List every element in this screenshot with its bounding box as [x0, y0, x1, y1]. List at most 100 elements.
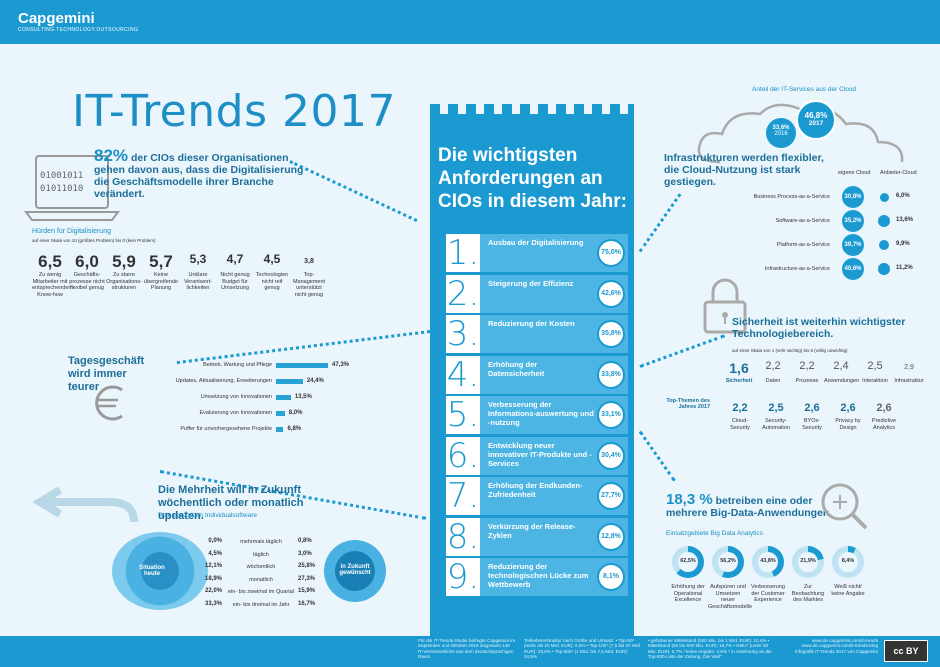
requirement-row: 9. Reduzierung der technologischen Lücke … — [446, 558, 628, 596]
hurdle-label: Technologien nicht reif genug — [255, 272, 289, 291]
bigdata-donut — [672, 546, 704, 578]
release-frequency: täglich — [253, 551, 269, 558]
bigdata-donut-hole — [758, 552, 778, 572]
cloud-2016-year: 2016 — [774, 131, 788, 137]
requirement-row: 7. Erhöhung der Endkunden-Zufriedenheit 27… — [446, 477, 628, 515]
security-area-label: Daten — [765, 378, 781, 384]
digital-headline: 82% der CIOs dieser Organisationen gehen… — [94, 147, 304, 200]
security-topic-value: 2,6 — [840, 402, 856, 414]
security-area-label: Interaktion — [862, 378, 888, 384]
release-future-value: 0,8% — [298, 538, 312, 544]
security-area-value: 2,5 — [867, 360, 883, 372]
requirement-label: Verkürzung der Release-Zyklen — [488, 521, 576, 540]
hurdle-value: 5,7 — [149, 252, 173, 271]
cloud-2016-value: 33,6% — [772, 125, 790, 131]
requirement-rank: 9. — [446, 557, 480, 597]
security-topic-value: 2,5 — [768, 402, 784, 414]
requirement-pct: 8,1% — [597, 563, 625, 591]
security-area-value: 2,2 — [799, 360, 815, 372]
footer-links[interactable]: www.de.capgemini.com/it-trends www.de.ca… — [794, 638, 878, 654]
daily-bar-value: 8,0% — [288, 410, 303, 416]
cloud-2017-year: 2017 — [808, 120, 824, 127]
bigdata-donut — [752, 546, 784, 578]
release-today-value: 0,0% — [208, 538, 222, 544]
requirement-pct: 27,7% — [597, 482, 625, 510]
tower-top — [430, 104, 634, 116]
cloud-own-value: 39,7% — [842, 234, 864, 256]
release-frequency: wöchentlich — [246, 564, 276, 570]
security-topic-label: BYOx-Security — [802, 418, 822, 431]
requirement-rank: 6. — [446, 435, 480, 476]
license-badge: cc BY — [884, 640, 928, 662]
requirement-label: Entwicklung neuer innovativer IT-Produkt… — [488, 440, 592, 468]
requirement-pct: 42,6% — [597, 279, 625, 308]
hurdle-value: 5,3 — [189, 252, 207, 266]
hurdle-label: Top-Management unterstützt nicht genug — [292, 272, 326, 298]
connector-line — [289, 160, 418, 223]
connector-line — [638, 193, 682, 253]
hurdles-scale: auf einer Skala von 10 (größtes Problem)… — [32, 238, 156, 243]
daily-bar-value: 24,4% — [306, 378, 324, 384]
footer-study: Für die IT-Trends-Studie befragte Capgem… — [418, 638, 516, 660]
bigdata-donut-hole — [718, 552, 738, 572]
hurdle-label: Geschäfts-prozesse nicht flexibel genug — [69, 272, 105, 291]
cloud-2017-bubble: 46,8% 2017 — [796, 100, 836, 140]
security-area-label: Anwendungen — [824, 378, 860, 384]
requirement-rank: 8. — [446, 516, 480, 557]
requirement-label: Ausbau der Digitalisierung — [488, 238, 584, 247]
bigdata-donut-hole — [678, 552, 698, 572]
release-future-value: 27,3% — [298, 575, 316, 582]
daily-bar-label: Updates, Aktualisierung, Erweiterungen — [175, 378, 272, 384]
security-area-value: 2,9 — [904, 364, 914, 371]
cloud-service-label: Business Process-as-a-Service — [753, 194, 830, 200]
daily-bar-label: Puffer für unvorhergesehene Projekte — [180, 426, 272, 432]
daily-bar — [276, 379, 303, 384]
bigdata-value: 43,8% — [760, 558, 776, 564]
hurdle-label: Unklare Verantwort-lichkeiten — [183, 272, 213, 291]
security-topic-label: Security-Automation — [762, 418, 790, 431]
security-scale: auf einer Skala von 1 (sehr wichtig) bis… — [732, 348, 848, 353]
digital-headline-text: der CIOs dieser Organisationen gehen dav… — [94, 152, 304, 200]
cloud-col-own: eigene Cloud — [838, 170, 871, 176]
refresh-arrows-icon — [32, 486, 138, 523]
requirement-pct: 33,1% — [597, 401, 625, 429]
release-today-value: 22,0% — [204, 588, 222, 594]
requirement-label: Verbesserung der Informations-auswertung… — [488, 400, 594, 427]
release-today-value: 33,3% — [204, 600, 222, 607]
release-frequency: monatlich — [249, 576, 273, 583]
cloud-service-label: Infrastructure-as-a-Service — [764, 266, 830, 272]
release-frequency: ein- bis dreimal im Jahr — [232, 601, 290, 608]
daily-bar — [276, 411, 285, 416]
requirement-row: 2. Steigerung der Effizienz 42,6% — [446, 274, 628, 313]
requirement-label: Reduzierung der technologischen Lücke zu… — [488, 562, 589, 589]
requirement-rank: 4. — [446, 354, 480, 395]
security-topic-label: Predictive Analytics — [871, 418, 897, 431]
cloud-headline: Infrastrukturen werden flexibler, die Cl… — [664, 152, 824, 188]
bigdata-label: Verbesserung der Customer Experience — [751, 584, 785, 603]
cloud-own-value: 35,2% — [842, 210, 864, 232]
requirement-rank: 1. — [446, 233, 480, 273]
release-future-value: 15,9% — [298, 588, 316, 594]
requirement-row: 5. Verbesserung der Informations-auswertu… — [446, 396, 628, 434]
security-headline: Sicherheit ist weiterhin wichtigster Tec… — [732, 316, 906, 340]
hurdle-value: 5,9 — [112, 252, 136, 271]
today-bubble — [112, 532, 208, 610]
cloud-icon — [697, 103, 904, 164]
bigdata-label: Zur Beobachtung des Marktes — [791, 584, 825, 603]
bigdata-value: 8,4% — [841, 558, 855, 564]
top-band — [0, 0, 940, 44]
requirement-row: 4. Erhöhung der Datensicherheit 33,8% — [446, 354, 628, 395]
euro-icon — [95, 385, 123, 421]
bigdata-headline: 18,3 % betreiben eine oder mehrere Big-D… — [666, 492, 836, 519]
cloud-2017-value: 46,8% — [804, 111, 828, 120]
bigdata-donut — [712, 546, 744, 578]
hurdle-value: 3,8 — [304, 258, 314, 265]
footer-participants-2: • gehobener Mittelstand (500 Mio. bis 1 … — [648, 638, 772, 660]
cloud-service-label: Platform-as-a-Service — [776, 242, 830, 248]
release-frequency: mehrmals täglich — [240, 539, 282, 545]
future-bubble — [324, 540, 386, 602]
requirement-pct: 30,4% — [597, 441, 625, 470]
hurdle-label: Nicht genug Budget für Umsetzung — [220, 272, 250, 291]
cloud-provider-dot — [879, 192, 889, 202]
brand-tagline: CONSULTING.TECHNOLOGY.OUTSOURCING — [18, 27, 139, 33]
